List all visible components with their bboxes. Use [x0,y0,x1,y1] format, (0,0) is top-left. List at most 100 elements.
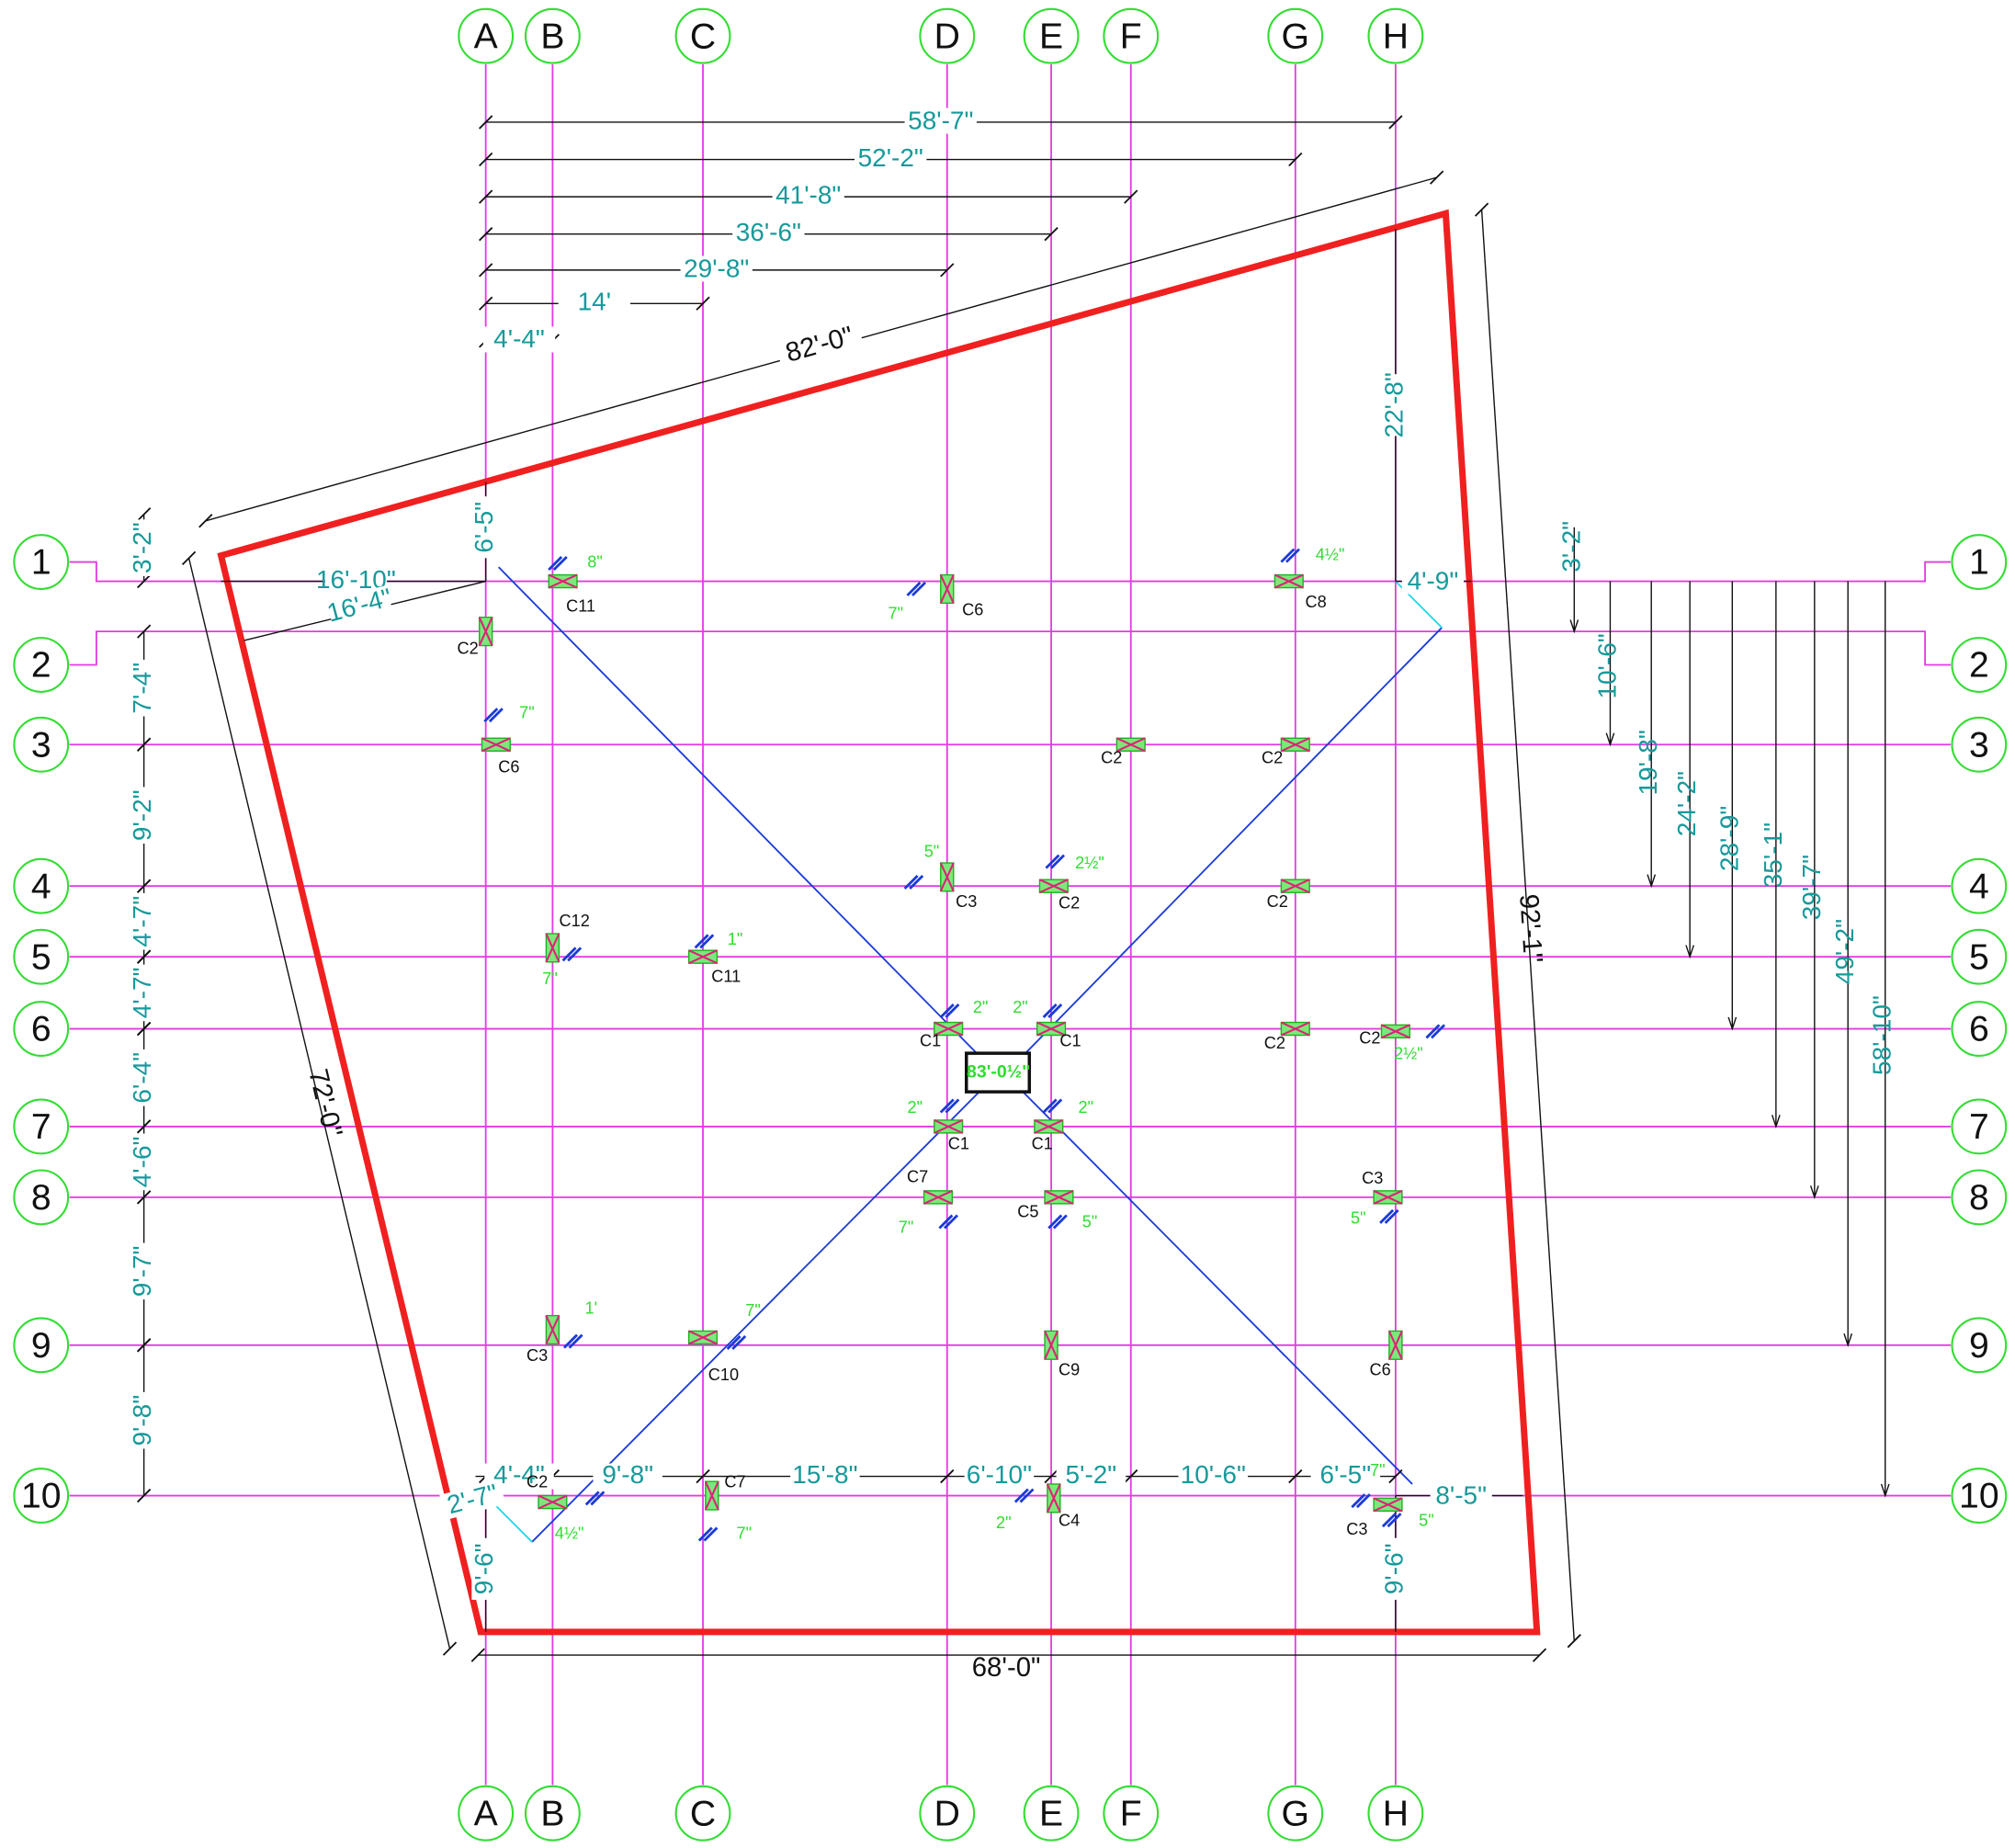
grid-bubble [13,534,70,590]
column-label: C11 [711,967,741,985]
offset-label: 2" [996,1514,1012,1532]
column-cross [545,933,560,963]
grid-row-label: 3 [1969,725,1989,765]
grid-column-label: F [1120,17,1142,56]
dim-tick [696,1468,710,1484]
grid-bubble [1951,1001,2008,1057]
bottom-dimension: 5'-2" [1066,1460,1117,1489]
grid-column-label: D [934,17,960,56]
dim-tick [137,1488,152,1503]
grid-row-label: 8 [31,1178,51,1218]
dim-tick [1124,1468,1138,1484]
bottom-dimension: 6'-5" [1319,1460,1371,1489]
offset-tick [945,1003,960,1018]
dim-tick [479,296,493,311]
grid-column-label: C [690,17,716,56]
grid-column-label: C [690,1794,716,1833]
top-dimension: 29'-8" [684,254,749,282]
dim-tick [1288,1468,1303,1484]
column-label: C2 [1267,892,1288,911]
column-label: C2 [457,640,478,658]
dim-mask [130,787,157,845]
column-label: C2 [1101,748,1122,766]
offset-label: 2" [973,998,989,1016]
grid-column-label: F [1120,1794,1142,1833]
dim-mask [855,145,927,172]
dim-mask [326,584,393,627]
grid-bubble [919,1785,976,1842]
right-dimension: 28'-9" [1715,806,1743,871]
column-cross [1046,1483,1061,1514]
column-label: C1 [1032,1134,1053,1152]
grid-column-label: E [1039,17,1063,56]
grid-bubble [13,1169,70,1226]
dim-arrow [1772,1115,1781,1129]
top-dimension: 41'-8" [775,181,841,210]
dim-line [1480,210,1575,1641]
grid-row-line [69,630,1952,666]
grid-bubble [1023,1785,1080,1842]
dim-tick [479,152,493,167]
column-cross [1373,1189,1403,1205]
boundary-dimension: 92'-1" [1513,893,1548,964]
dim-tick [1388,115,1403,130]
column-label: C1 [948,1134,969,1152]
grid-bubble [13,928,70,985]
offset-label: 7" [745,1301,761,1320]
column-cross [1280,1021,1310,1037]
grid-column-label: H [1383,1794,1409,1833]
offset-tick [1047,1003,1063,1018]
offset-label: 7" [737,1524,753,1542]
dim-arrow [1569,619,1579,634]
dim-tick [137,737,152,752]
left-dimension: 9'-7" [128,1245,156,1297]
column-cross [545,1315,560,1344]
right-dimension: 58'-10" [1868,995,1896,1075]
column-label: C6 [1369,1361,1390,1379]
dim-mask [130,892,157,950]
grid-bubble [1951,928,2008,985]
other-dimension: 22'-8" [1379,372,1408,437]
bottom-dimension: 15'-8" [792,1460,857,1489]
dim-mask [471,1537,498,1600]
grid-bubble [1367,7,1424,64]
right-dimension: 24'-2" [1672,771,1701,836]
offset-tick [1050,854,1066,869]
dim-mask [772,182,844,209]
offset-label: 2" [908,1098,923,1117]
grid-column-label: A [474,1794,499,1833]
column-label: C4 [1058,1511,1080,1529]
dim-tick [1429,170,1444,185]
offset-label: 1' [585,1298,598,1317]
grid-bubble [524,1785,581,1842]
offset-label: 4½" [1316,545,1345,563]
dim-tick [1388,1468,1403,1484]
grid-row-label: 2 [31,646,51,686]
dim-mask [790,1463,860,1490]
dim-tick [137,1119,152,1134]
grid-bubble [1023,7,1080,64]
offset-tick [1431,1024,1446,1039]
grid-bubble [13,1098,70,1155]
right-dimension: 19'-8" [1634,730,1662,795]
column-label: C2 [1058,894,1080,913]
bottom-dimension: 10'-6" [1181,1460,1246,1489]
grid-row-label: 9 [31,1326,51,1366]
grid-bubble [1951,534,2008,590]
grid-bubble [1367,1785,1424,1842]
dim-mask [904,108,977,134]
grid-bubble [13,1001,70,1057]
dim-tick [940,263,955,278]
site-boundary [217,209,1541,1636]
offset-tick [906,581,922,596]
dim-arrow [1880,1483,1890,1498]
grid-bubble [524,7,581,64]
offset-tick [909,875,924,890]
column-label: C7 [907,1168,928,1186]
column-cross [1036,1021,1066,1037]
column-cross [481,737,511,753]
offset-tick [567,947,583,962]
offset-tick [483,708,499,723]
column-cross [548,573,578,589]
